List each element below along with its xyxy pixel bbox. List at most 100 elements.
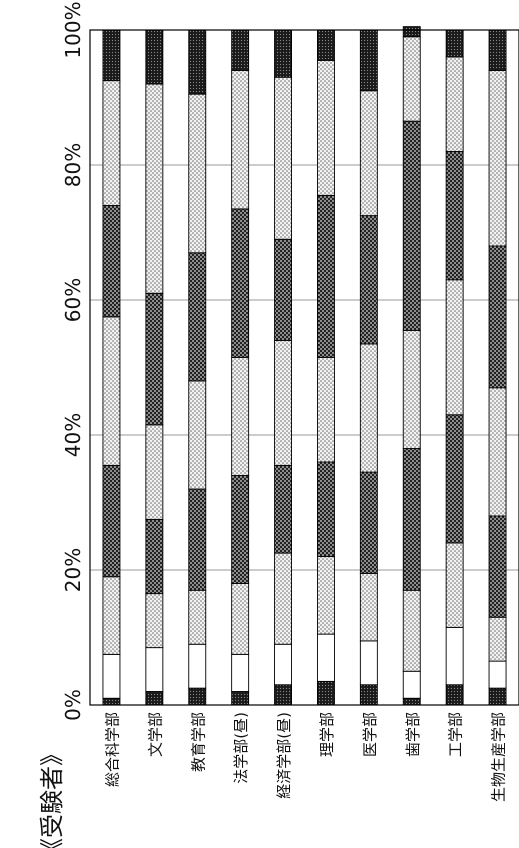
bar-segment-5-5 (317, 194, 335, 358)
bar-segment-0-2 (102, 576, 121, 655)
bar-segment-1-7 (145, 29, 164, 85)
bar-segment-9-2 (488, 616, 507, 662)
bar-segment-6-6 (359, 90, 378, 217)
tick-label-3: 60% (61, 278, 85, 322)
tick-label-5: 100% (61, 1, 85, 58)
bar-segment-9-4 (488, 387, 507, 517)
bar-segment-0-6 (102, 80, 121, 206)
bar-segment-1-0 (145, 691, 164, 706)
bar-segment-8-2 (445, 542, 464, 628)
bar-segment-4-6 (274, 76, 292, 240)
bar-segment-5-3 (317, 461, 335, 557)
category-label-3: 法学部(昼) (232, 712, 250, 784)
bar-segment-8-1 (445, 626, 464, 686)
bar-segment-4-1 (274, 643, 292, 686)
bar-segment-4-3 (274, 464, 292, 554)
bar-segment-2-1 (188, 643, 207, 689)
bar-segment-7-0 (402, 697, 421, 706)
bar-segment-5-0 (317, 680, 335, 706)
bar-segment-3-1 (231, 653, 250, 692)
bar-segment-7-1 (402, 670, 421, 699)
tick-label-1: 20% (61, 548, 85, 592)
bar-segment-2-4 (188, 380, 207, 490)
bar-segment-9-6 (488, 70, 507, 247)
plot-area-frame (89, 29, 519, 706)
bar-segment-1-5 (145, 292, 164, 426)
bar-segment-4-2 (274, 552, 292, 645)
bar-segment-8-5 (445, 151, 464, 281)
bar-segment-1-2 (145, 593, 164, 649)
bar-segment-3-2 (231, 583, 250, 655)
category-label-2: 教育学部 (189, 712, 207, 772)
bar-segment-2-0 (188, 687, 207, 706)
bar-segment-6-1 (359, 640, 378, 686)
bar-segment-7-6 (402, 36, 421, 122)
category-label-8: 工学部 (447, 712, 465, 757)
tick-labels: 0% 20% 40% 60% 80% 100% (61, 1, 85, 720)
bar-segment-7-2 (402, 589, 421, 672)
bar-segment-0-3 (102, 464, 121, 578)
bar-segment-0-4 (102, 316, 121, 466)
bar-segment-6-3 (359, 471, 378, 574)
bar-segment-8-7 (445, 29, 464, 58)
bar-segment-2-6 (188, 93, 207, 254)
category-label-0: 総合科学部 (103, 712, 121, 787)
bar-segment-0-0 (102, 697, 121, 706)
bar-segment-5-4 (317, 356, 335, 463)
category-label-4: 経済学部(昼) (275, 712, 293, 799)
chart-title: 《受験者》 (38, 742, 66, 848)
bar-segment-8-4 (445, 279, 464, 416)
bar-segment-9-1 (488, 660, 507, 689)
bar-segment-2-7 (188, 29, 207, 95)
bar-segment-6-7 (359, 29, 378, 92)
bar-segment-5-6 (317, 59, 335, 196)
bar-segment-4-0 (274, 684, 292, 706)
bar-segment-5-2 (317, 556, 335, 635)
bar-segment-3-4 (231, 356, 250, 476)
bar-segment-9-7 (488, 29, 507, 71)
tick-label-4: 80% (61, 143, 85, 187)
bar-segment-1-4 (145, 424, 164, 520)
bar-segment-5-1 (317, 633, 335, 682)
bar-segment-6-4 (359, 343, 378, 473)
bar-segment-6-5 (359, 215, 378, 345)
bar-segment-8-3 (445, 414, 464, 544)
bar-segment-8-0 (445, 684, 464, 706)
category-label-1: 文学部 (146, 712, 164, 757)
bar-segment-2-2 (188, 589, 207, 645)
bar-segment-3-7 (231, 29, 250, 71)
bar-segment-3-0 (231, 691, 250, 706)
bar-segment-3-3 (231, 475, 250, 584)
category-label-9: 生物生産学部 (490, 712, 508, 802)
bar-segment-6-0 (359, 684, 378, 706)
bar-segment-7-4 (402, 329, 421, 449)
bar-segment-7-3 (402, 448, 421, 591)
bar-segment-0-5 (102, 205, 121, 318)
bar-segment-9-3 (488, 515, 507, 618)
bar-segment-4-7 (274, 29, 292, 78)
category-label-6: 医学部 (361, 712, 379, 757)
bar-segment-5-7 (317, 29, 335, 61)
bar-segment-1-6 (145, 83, 164, 294)
bar-segment-3-5 (231, 208, 250, 358)
bar-segment-0-1 (102, 653, 121, 699)
bar-segment-9-5 (488, 245, 507, 389)
bar-segment-0-7 (102, 29, 121, 82)
bar-segment-4-5 (274, 238, 292, 341)
bars (102, 26, 507, 706)
bar-segment-7-5 (402, 120, 421, 331)
bar-segment-3-6 (231, 70, 250, 210)
bar-segment-1-1 (145, 647, 164, 692)
category-labels: 総合科学部 文学部 教育学部 法学部(昼) 経済学部(昼) 理学部 医学部 歯学部 工学部 生物生… (103, 712, 507, 802)
bar-segment-7-7 (402, 26, 421, 38)
category-label-5: 理学部 (318, 712, 336, 757)
bar-segment-1-3 (145, 518, 164, 595)
bar-segment-9-0 (488, 687, 507, 706)
tick-label-2: 40% (61, 413, 85, 457)
bar-segment-8-6 (445, 56, 464, 152)
bar-segment-2-3 (188, 488, 207, 591)
bar-segment-6-2 (359, 572, 378, 642)
bar-segment-2-5 (188, 252, 207, 382)
category-label-7: 歯学部 (404, 712, 422, 757)
